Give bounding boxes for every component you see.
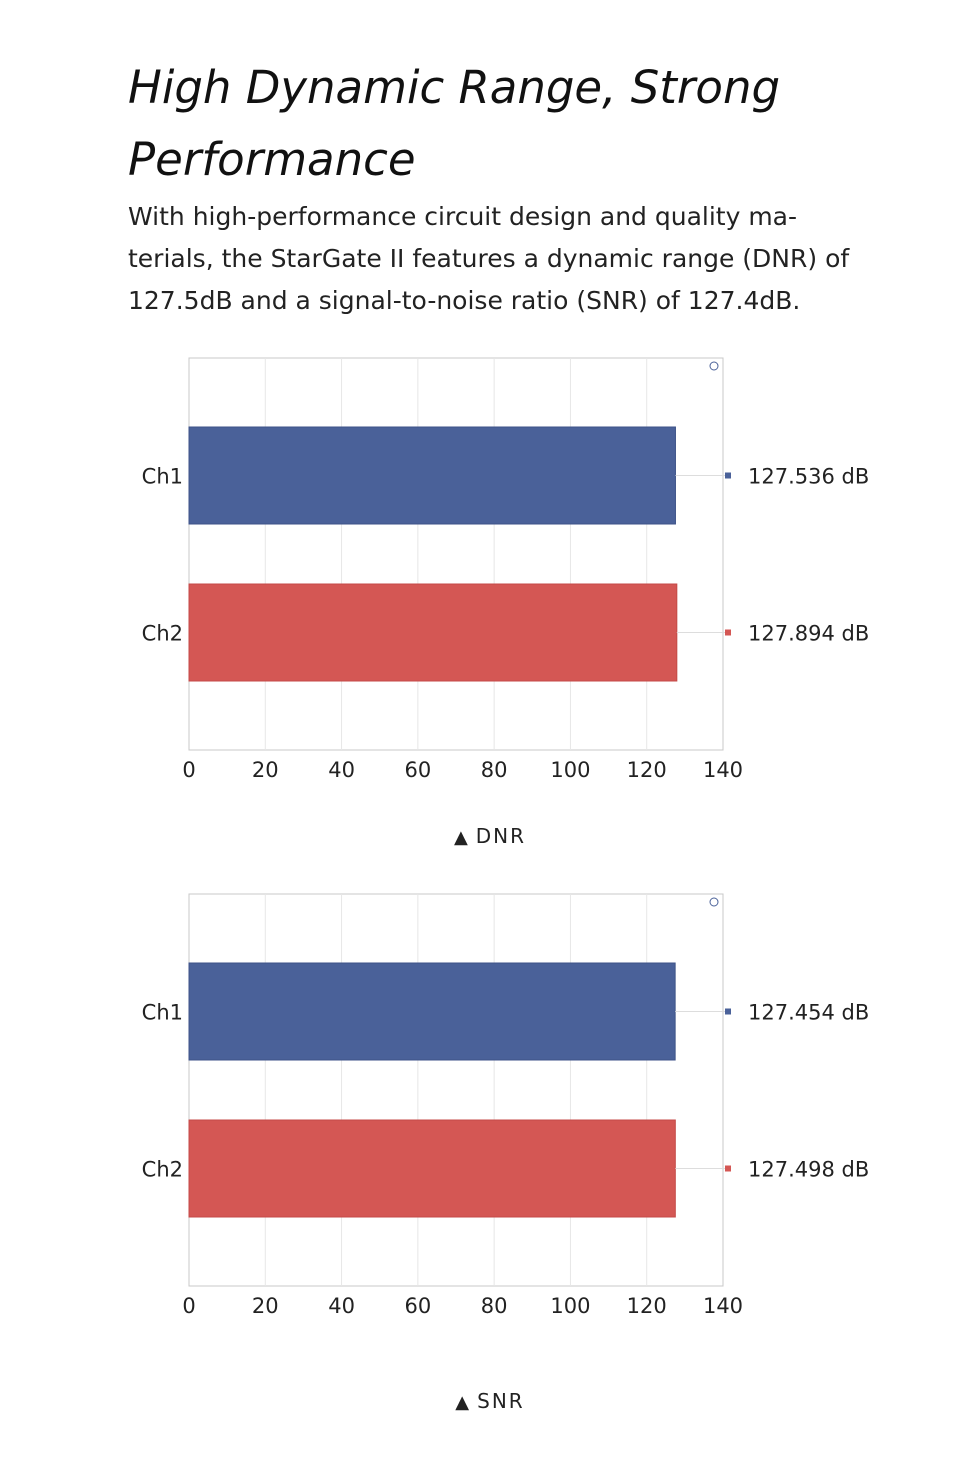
dnr-tick-label: 140 (703, 758, 743, 782)
dnr-value-label: 127.536 dB (748, 465, 869, 489)
snr-caption: ▲ SNR (0, 1389, 980, 1413)
snr-category-label: Ch2 (142, 1158, 183, 1182)
dnr-tick-label: 20 (252, 758, 279, 782)
dnr-tick-label: 0 (182, 758, 195, 782)
snr-tick-label: 100 (550, 1294, 590, 1318)
dnr-bar-ch1 (188, 426, 676, 525)
dnr-plot-frame (188, 357, 724, 751)
dnr-tick-label: 120 (627, 758, 667, 782)
snr-value-label: 127.454 dB (748, 1001, 869, 1025)
dnr-tick-label: 60 (404, 758, 431, 782)
dnr-chart-svg: 0 20 40 60 80 100 120 140 Ch1 127.536 dB Ch2 127.89… (142, 357, 869, 782)
snr-plot-frame (188, 893, 724, 1287)
snr-value-marker (725, 1008, 731, 1015)
snr-bar-ch1 (188, 962, 676, 1061)
snr-value-label: 127.498 dB (748, 1158, 869, 1182)
snr-chart-svg: 0 20 40 60 80 100 120 140 Ch1 127.454 dB Ch2 127.49… (142, 893, 869, 1318)
snr-tick-label: 60 (404, 1294, 431, 1318)
dnr-tick-label: 80 (481, 758, 508, 782)
ap-logo-icon (709, 897, 719, 907)
dnr-caption-label: DNR (475, 824, 527, 848)
dnr-category-label: Ch1 (142, 465, 183, 489)
dnr-bar-ch2 (188, 583, 678, 682)
snr-tick-label: 40 (328, 1294, 355, 1318)
snr-bar-ch2 (188, 1119, 676, 1218)
dnr-tick-label: 100 (550, 758, 590, 782)
page-title: High Dynamic Range, Strong Performance (128, 61, 781, 186)
dnr-value-marker (725, 472, 731, 479)
dnr-tick-label: 40 (328, 758, 355, 782)
dnr-chart: 0 20 40 60 80 100 120 140 Ch1 127.536 dB Ch2 127.89… (0, 350, 980, 800)
dnr-category-label: Ch2 (142, 622, 183, 646)
page-description: With high-performance circuit design and… (128, 202, 850, 315)
dnr-value-label: 127.894 dB (748, 622, 869, 646)
ap-logo-icon (709, 361, 719, 371)
dnr-caption: ▲ DNR (0, 824, 980, 848)
snr-tick-label: 20 (252, 1294, 279, 1318)
snr-tick-label: 0 (182, 1294, 195, 1318)
snr-tick-label: 140 (703, 1294, 743, 1318)
snr-chart: 0 20 40 60 80 100 120 140 Ch1 127.454 dB Ch2 127.49… (0, 886, 980, 1336)
triangle-up-icon: ▲ (455, 1392, 470, 1413)
snr-tick-label: 80 (481, 1294, 508, 1318)
snr-caption-label: SNR (477, 1389, 525, 1413)
triangle-up-icon: ▲ (453, 827, 468, 848)
snr-value-marker (725, 1165, 731, 1172)
snr-category-label: Ch1 (142, 1001, 183, 1025)
snr-tick-label: 120 (627, 1294, 667, 1318)
dnr-value-marker (725, 629, 731, 636)
